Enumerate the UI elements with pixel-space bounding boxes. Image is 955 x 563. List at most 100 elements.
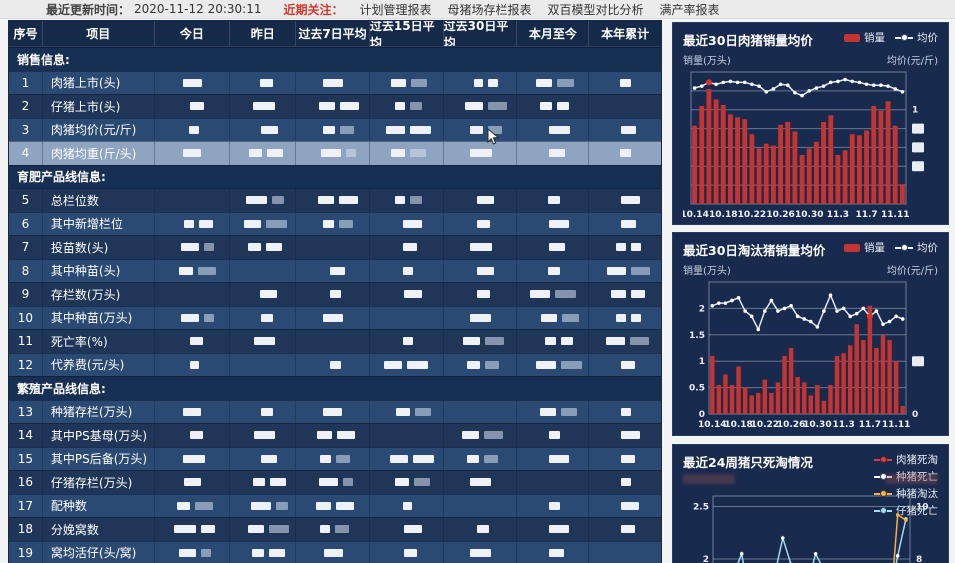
legend-item[interactable]: 种猪淘汰 xyxy=(874,486,938,501)
svg-text:10.18: 10.18 xyxy=(709,210,737,220)
report-link-sow-inventory[interactable]: 母猪场存栏报表 xyxy=(447,2,532,17)
redaction-block xyxy=(476,196,494,205)
table-row[interactable]: 16 仔猪存栏(万头) xyxy=(9,470,661,494)
redaction-block xyxy=(548,243,565,252)
redacted-value-cell xyxy=(589,119,661,142)
redaction-block xyxy=(548,266,561,275)
redacted-value-cell xyxy=(155,518,231,541)
redaction-block xyxy=(529,290,550,299)
row-number: 16 xyxy=(9,471,43,494)
legend-item[interactable]: 销量 xyxy=(844,240,885,255)
table-row[interactable]: 12 代养费(元/头) xyxy=(9,352,661,376)
table-row[interactable]: 10 其中种苗(万头) xyxy=(9,305,661,329)
redacted-value-cell xyxy=(155,447,231,470)
redaction-block xyxy=(394,478,409,487)
redacted-value-cell xyxy=(155,283,231,306)
redaction-block xyxy=(469,243,492,252)
redacted-value-cell xyxy=(370,494,444,517)
legend-item[interactable]: 仔猪死亡 xyxy=(874,503,938,518)
redaction-block xyxy=(340,102,360,111)
column-header: 今日 xyxy=(154,21,231,47)
report-link-plan[interactable]: 计划管理报表 xyxy=(359,2,432,17)
table-row[interactable]: 14 其中PS基母(万头) xyxy=(9,423,661,447)
redaction-block xyxy=(275,501,288,510)
table-row[interactable]: 19 窝均活仔(头/窝) xyxy=(9,540,661,563)
svg-text:1: 1 xyxy=(912,106,918,116)
redaction-block xyxy=(183,407,202,416)
redaction-block xyxy=(403,501,413,510)
redacted-value-cell xyxy=(230,518,297,541)
redacted-value-cell xyxy=(444,471,518,494)
report-link-full-capacity[interactable]: 满产率报表 xyxy=(659,2,720,17)
redaction-block xyxy=(195,501,214,510)
table-row[interactable]: 3 肉猪均价(元/斤) xyxy=(9,117,661,142)
redaction-block xyxy=(620,407,631,416)
table-row[interactable]: 4 肉猪均重(斤/头) xyxy=(9,141,661,165)
chart-legend: 肉猪死淘种猪死亡种猪淘汰仔猪死亡 xyxy=(813,452,938,518)
redacted-value-cell xyxy=(370,518,444,541)
report-link-model-compare[interactable]: 双百模型对比分析 xyxy=(547,2,644,17)
redaction-block xyxy=(189,125,200,134)
legend-item[interactable]: 种猪死亡 xyxy=(874,469,938,484)
redaction-block xyxy=(631,266,651,275)
redaction-block xyxy=(549,454,570,463)
redacted-value-cell xyxy=(444,400,518,423)
redaction-block xyxy=(318,196,335,205)
redacted-value-cell xyxy=(230,541,297,563)
redaction-block xyxy=(620,149,632,158)
row-label: 其中种苗(头) xyxy=(43,259,155,282)
column-header: 本年累计 xyxy=(589,21,662,47)
table-row[interactable]: 9 存栏数(万头) xyxy=(9,282,661,306)
table-row[interactable]: 6 其中新增栏位 xyxy=(9,211,661,235)
legend-label: 种猪死亡 xyxy=(896,471,938,483)
redacted-value-cell xyxy=(296,306,370,329)
table-row[interactable]: 13 种猪存栏(万头) xyxy=(9,399,661,423)
redaction-block xyxy=(561,313,579,322)
table-row[interactable]: 15 其中PS后备(万头) xyxy=(9,446,661,470)
table-row[interactable]: 2 仔猪上市(头) xyxy=(9,94,661,118)
table-row[interactable]: 5 总栏位数 xyxy=(9,188,661,212)
redacted-value-cell xyxy=(370,353,444,376)
redacted-value-cell xyxy=(230,400,297,423)
row-label: 代养费(元/头) xyxy=(43,353,155,376)
redacted-value-cell xyxy=(155,189,231,212)
redacted-value-cell xyxy=(444,118,518,141)
redaction-block xyxy=(318,478,338,487)
redacted-value-cell xyxy=(517,95,590,118)
table-body: 销售信息: 1 肉猪上市(头) 2 仔猪上市(头) 3 肉猪均价(元/斤) 4 肉猪均重(斤/头… xyxy=(9,47,661,563)
table-row[interactable]: 7 投苗数(头) xyxy=(9,235,661,259)
table-row[interactable]: 18 分娩窝数 xyxy=(9,517,661,541)
redacted-value-cell xyxy=(444,189,518,212)
svg-text:0: 0 xyxy=(912,410,918,420)
redaction-block xyxy=(488,78,499,87)
redacted-value-cell xyxy=(517,236,590,259)
redacted-value-cell xyxy=(296,236,370,259)
redaction-block xyxy=(384,360,403,369)
redaction-block xyxy=(260,125,278,134)
row-number: 14 xyxy=(9,424,43,447)
legend-item[interactable]: 肉猪死淘 xyxy=(874,452,938,467)
table-row[interactable]: 11 死亡率(%) xyxy=(9,329,661,353)
redaction-block xyxy=(319,102,336,111)
row-number: 13 xyxy=(9,400,43,423)
table-row[interactable]: 1 肉猪上市(头) xyxy=(9,70,661,94)
svg-text:11.11: 11.11 xyxy=(882,420,910,430)
redaction-block xyxy=(470,478,492,487)
table-row[interactable]: 17 配种数 xyxy=(9,493,661,517)
redaction-block xyxy=(535,360,556,369)
legend-item[interactable]: 均价 xyxy=(895,240,938,255)
redaction-block xyxy=(620,78,632,87)
svg-text:11.7: 11.7 xyxy=(859,420,881,430)
table-row[interactable]: 8 其中种苗(头) xyxy=(9,258,661,282)
legend-item[interactable]: 销量 xyxy=(844,30,885,45)
redaction-block xyxy=(260,78,274,87)
redaction-block xyxy=(394,196,405,205)
column-header: 过去7日平均 xyxy=(296,21,370,47)
redaction-block xyxy=(339,196,359,205)
redacted-value-cell xyxy=(589,283,661,306)
legend-item[interactable]: 均价 xyxy=(895,30,938,45)
svg-text:10.30: 10.30 xyxy=(803,420,831,430)
chart-title: 最近30日淘汰猪销量均价 xyxy=(683,243,826,258)
redaction-block xyxy=(476,266,494,275)
